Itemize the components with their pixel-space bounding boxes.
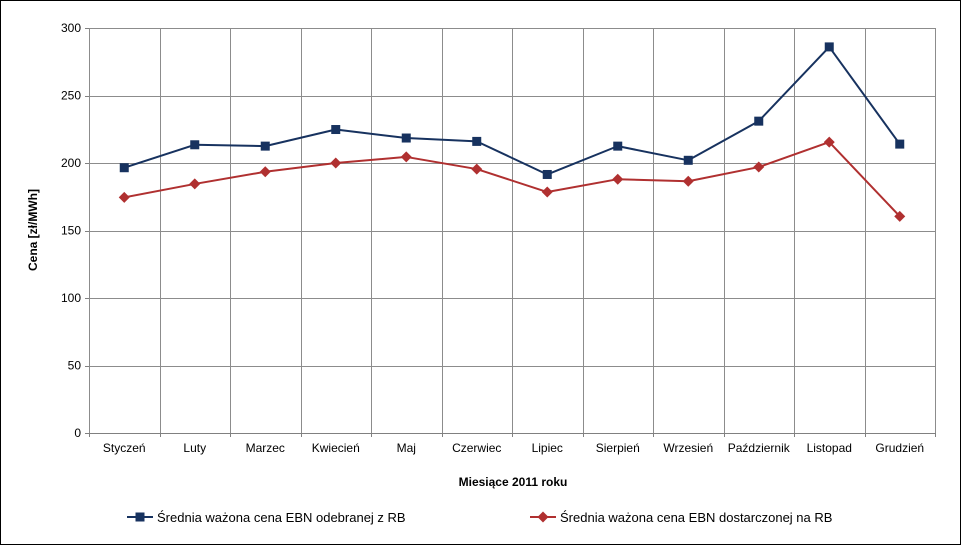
- legend-item: Średnia ważona cena EBN odebranej z RB: [127, 510, 406, 525]
- data-point: [894, 210, 906, 222]
- x-tick-label: Sierpień: [596, 441, 640, 455]
- series-line: [123, 45, 901, 176]
- x-tick-label: Marzec: [246, 441, 285, 455]
- data-point: [190, 140, 200, 150]
- x-tick-label: Styczeń: [103, 441, 146, 455]
- gridlines: [85, 28, 936, 437]
- series-2: [118, 136, 906, 222]
- data-point: [683, 155, 693, 165]
- legend-item: Średnia ważona cena EBN dostarczonej na …: [530, 510, 832, 525]
- data-point: [753, 161, 765, 173]
- y-tick-label: 300: [61, 21, 81, 35]
- data-point: [542, 169, 552, 179]
- y-tick-label: 50: [68, 359, 82, 373]
- legend-label: Średnia ważona cena EBN dostarczonej na …: [560, 510, 832, 525]
- y-tick-label: 200: [61, 156, 81, 170]
- data-point: [259, 166, 271, 178]
- data-point: [260, 141, 270, 151]
- data-point: [613, 141, 623, 151]
- data-point: [682, 175, 694, 187]
- y-tick-label: 250: [61, 89, 81, 103]
- data-point: [895, 139, 905, 149]
- data-point: [189, 178, 201, 190]
- legend: Średnia ważona cena EBN odebranej z RB Śr…: [127, 510, 832, 525]
- data-point: [119, 163, 129, 173]
- x-axis-ticks: Styczeń Luty Marzec Kwiecień Maj Czerwiec Lipi…: [103, 441, 924, 455]
- y-tick-label: 100: [61, 291, 81, 305]
- data-point: [823, 136, 835, 148]
- legend-swatch-marker: [537, 511, 549, 523]
- data-point: [472, 136, 482, 146]
- y-tick-label: 150: [61, 224, 81, 238]
- y-tick-label: 0: [74, 426, 81, 440]
- legend-swatch-marker: [135, 512, 145, 522]
- data-point: [471, 163, 483, 175]
- series-layer: [118, 42, 906, 222]
- data-point: [754, 116, 764, 126]
- x-tick-label: Październik: [728, 441, 791, 455]
- x-tick-label: Luty: [183, 441, 206, 455]
- data-point: [118, 191, 130, 203]
- series-1: [119, 42, 905, 179]
- x-tick-label: Maj: [397, 441, 416, 455]
- x-tick-label: Grudzień: [875, 441, 924, 455]
- x-tick-label: Lipiec: [532, 441, 563, 455]
- x-tick-label: Wrzesień: [663, 441, 713, 455]
- legend-label: Średnia ważona cena EBN odebranej z RB: [157, 510, 406, 525]
- data-point: [824, 42, 834, 52]
- data-point: [612, 173, 624, 185]
- series-line: [124, 141, 901, 218]
- x-tick-label: Kwiecień: [312, 441, 360, 455]
- data-point: [401, 133, 411, 143]
- x-axis-title: Miesiące 2011 roku: [459, 475, 568, 489]
- data-point: [541, 186, 553, 198]
- y-axis-ticks: 0 50 100 150 200 250 300: [61, 21, 81, 440]
- x-tick-label: Czerwiec: [452, 441, 501, 455]
- data-point: [331, 125, 341, 135]
- data-point: [400, 151, 412, 163]
- y-axis-title: Cena [zł/MWh]: [26, 189, 40, 271]
- data-point: [330, 157, 342, 169]
- x-tick-label: Listopad: [807, 441, 852, 455]
